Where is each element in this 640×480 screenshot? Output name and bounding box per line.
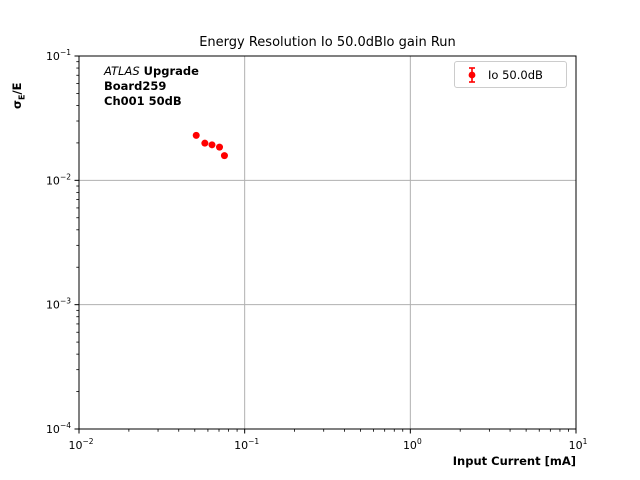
data-point: [216, 143, 224, 151]
tick-label: 10−4: [46, 421, 71, 436]
chart-title: Energy Resolution Io 50.0dBlo gain Run: [199, 35, 456, 50]
tick-label: 10−1: [46, 48, 71, 63]
ylabel-symbol: σ: [10, 100, 24, 109]
y-axis-label: σE/E: [10, 83, 26, 110]
errorbar-marker-icon: [466, 65, 478, 85]
annotation-channel: Ch001 50dB: [104, 94, 182, 108]
plot-frame: [78, 55, 577, 430]
ylabel-suffix: /E: [10, 82, 24, 95]
data-point: [220, 152, 228, 160]
plot-annotation: ATLAS Upgrade Board259 Ch001 50dB: [104, 64, 199, 109]
x-axis-label: Input Current [mA]: [452, 454, 576, 468]
annotation-line-1: ATLAS Upgrade: [104, 64, 199, 79]
data-point: [201, 139, 209, 147]
annotation-upgrade: Upgrade: [139, 64, 199, 78]
tick-label: 101: [569, 437, 588, 452]
legend-label: Io 50.0dB: [488, 67, 543, 82]
gridlines: [79, 56, 576, 429]
tick-label: 10−3: [46, 297, 71, 312]
annotation-board: Board259: [104, 79, 167, 93]
legend-box: Io 50.0dB: [454, 61, 567, 88]
axis-ticks: [74, 55, 577, 434]
tick-labels: 10−2 10−1 100 101 10−1 10−2 10−3 10−4: [46, 48, 588, 452]
data-series: [192, 131, 228, 160]
tick-label: 10−1: [234, 437, 259, 452]
tick-label: 100: [403, 437, 422, 452]
data-point: [208, 141, 216, 149]
ylabel-subscript: E: [17, 94, 27, 101]
tick-label: 10−2: [46, 172, 71, 187]
tick-label: 10−2: [68, 437, 93, 452]
data-point: [192, 131, 200, 139]
annotation-experiment: ATLAS: [104, 64, 140, 78]
